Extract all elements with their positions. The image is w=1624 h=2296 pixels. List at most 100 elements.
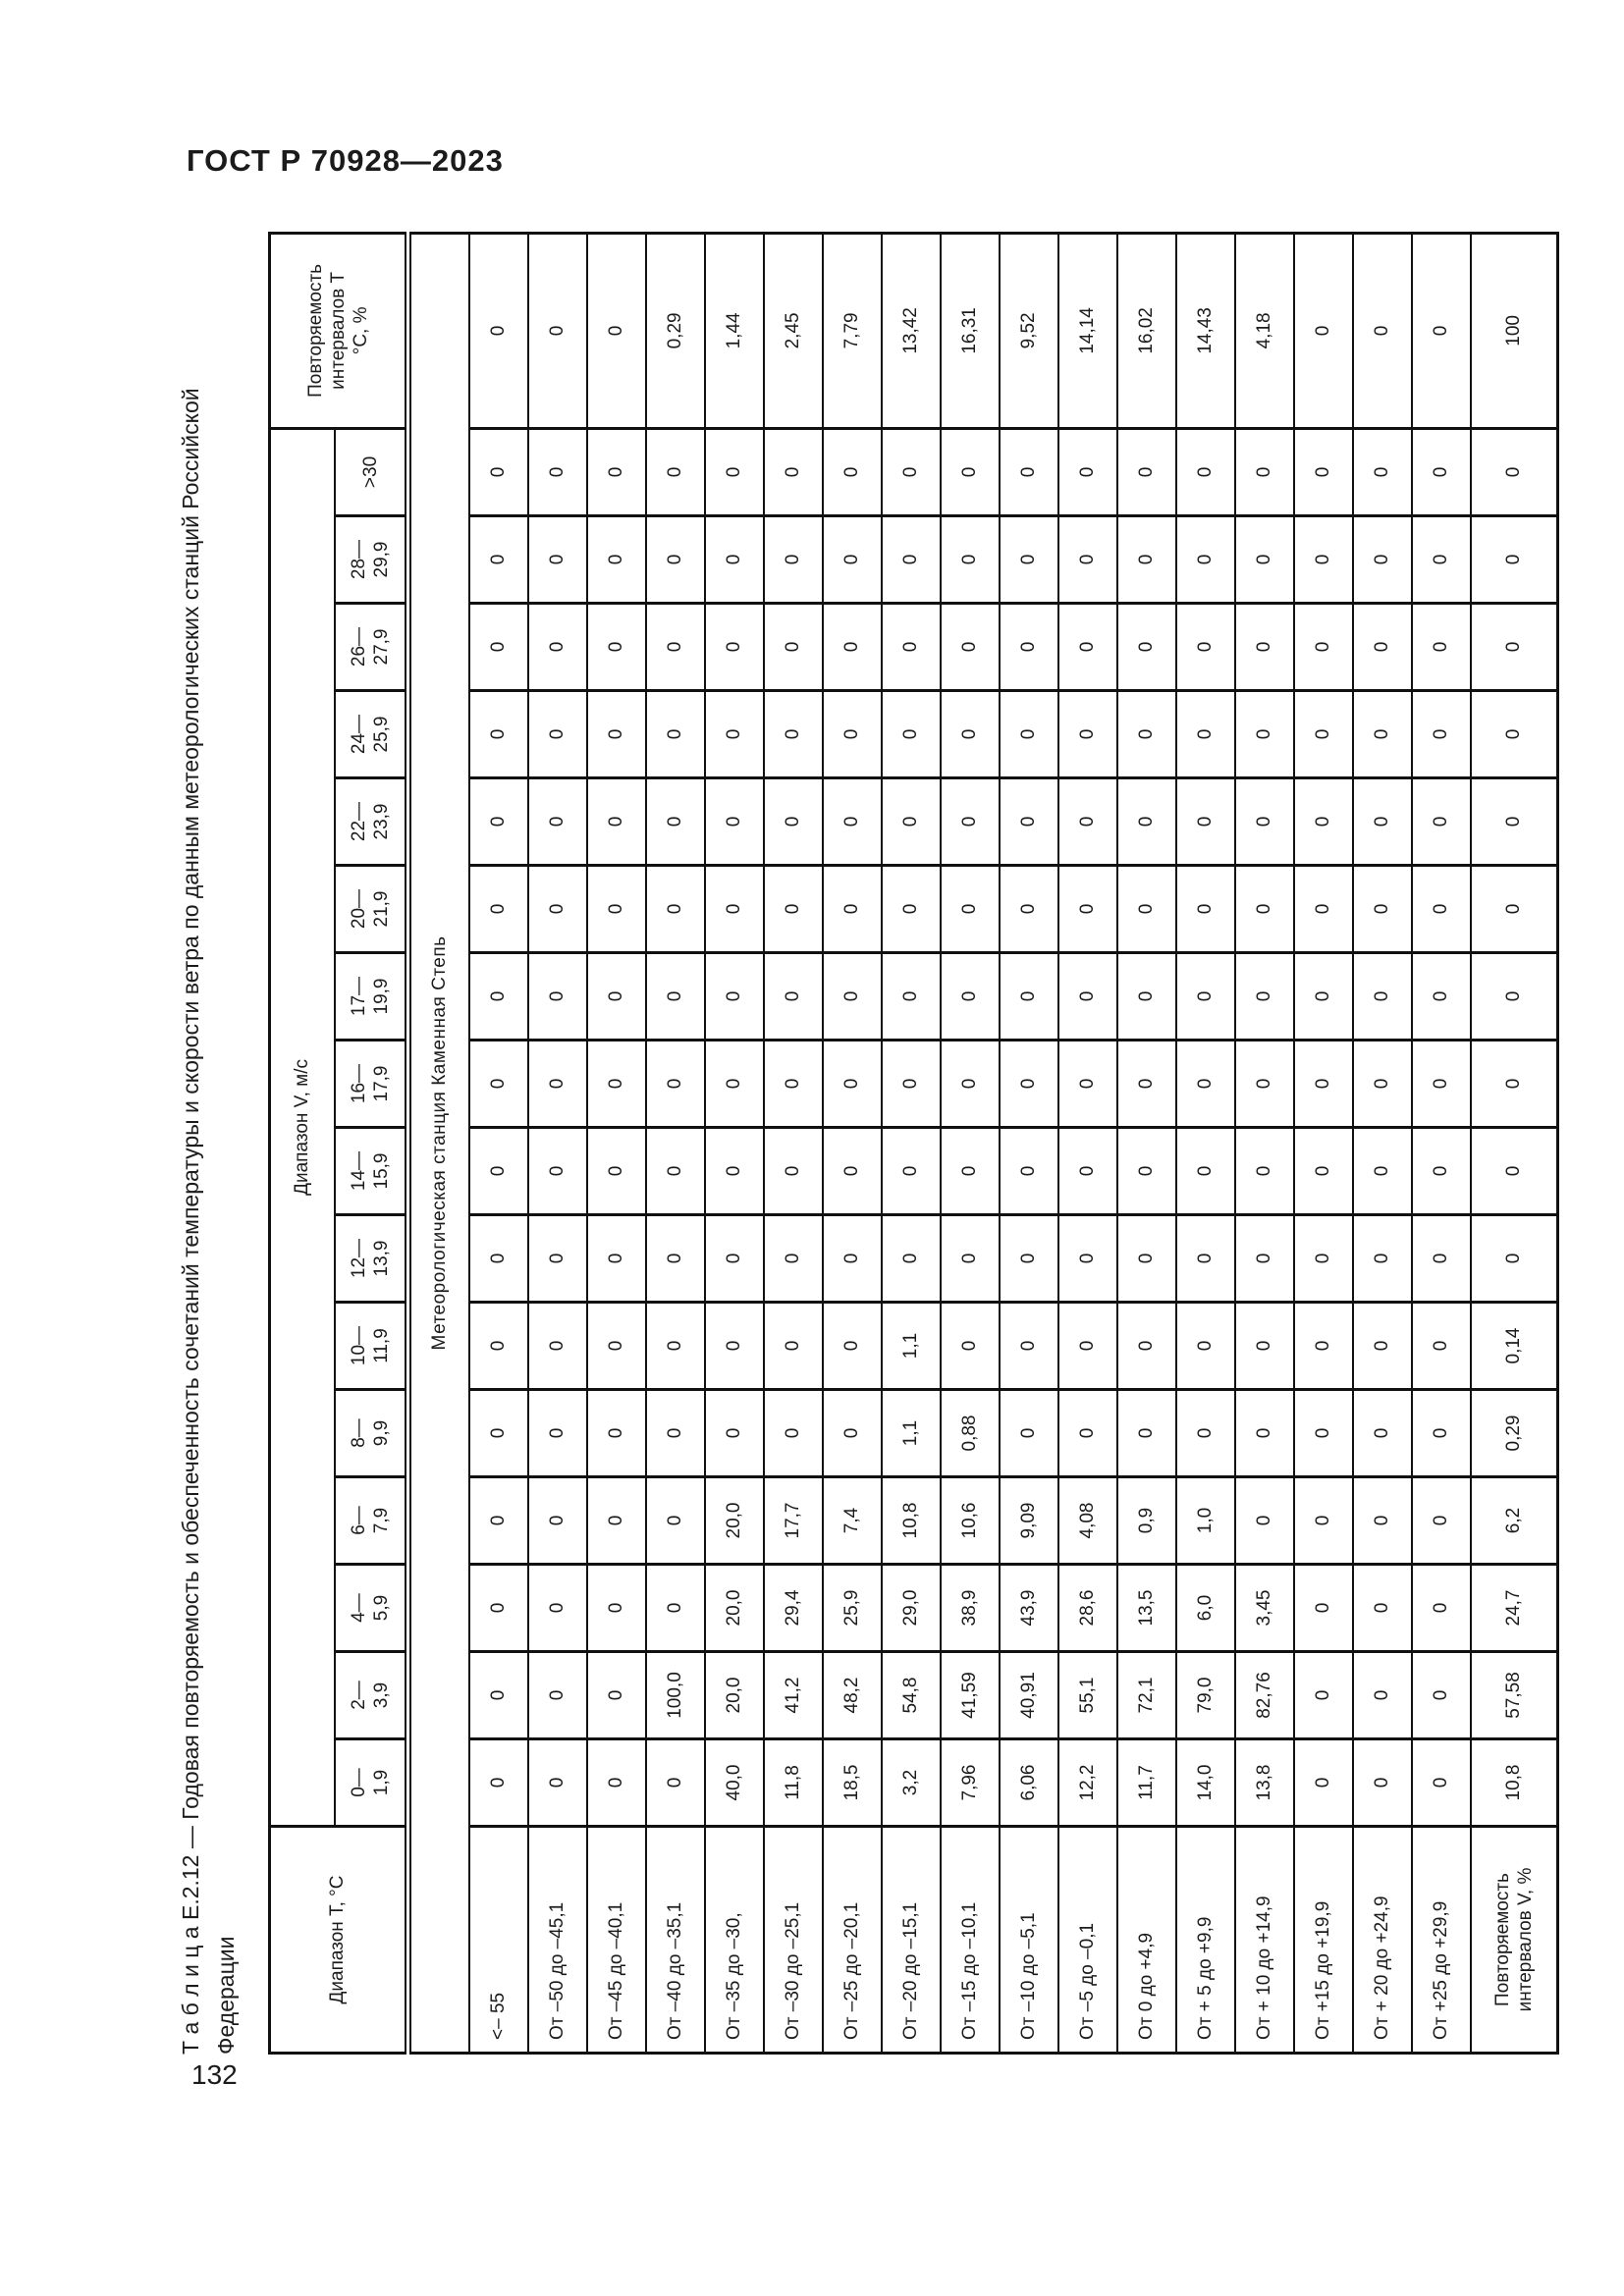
frequency-cell: 0 [1412, 1651, 1471, 1739]
doc-header: ГОСТ Р 70928—2023 [187, 143, 504, 178]
totals-cell: 0 [1471, 865, 1558, 953]
frequency-cell: 29,4 [764, 1564, 823, 1652]
frequency-cell: 0 [469, 428, 528, 516]
frequency-cell: 11,8 [764, 1738, 823, 1827]
frequency-cell: 0 [469, 1389, 528, 1477]
frequency-cell: 0 [764, 1302, 823, 1390]
frequency-cell: 0 [1176, 865, 1235, 953]
temp-range-label: От –50 до –45,1 [528, 1826, 587, 2054]
table-row: От –20 до –15,1 3,2 54,8 29,0 10,8 1,1 1,1 0 0 0 0… [882, 233, 941, 2054]
frequency-cell: 0 [1000, 515, 1058, 604]
frequency-cell: 0 [823, 603, 882, 691]
frequency-cell: 0 [882, 690, 941, 778]
frequency-cell: 0 [1000, 865, 1058, 953]
totals-cell: 6,2 [1471, 1476, 1558, 1565]
table-row: От + 5 до +9,9 14,0 79,0 6,0 1,0 0 0 0 0 0 0 0 0 0 0 0 0… [1176, 233, 1235, 2054]
frequency-cell: 0 [1353, 428, 1412, 516]
frequency-cell: 0 [1412, 1564, 1471, 1652]
frequency-cell: 0 [528, 1389, 587, 1477]
frequency-cell: 0 [705, 1302, 764, 1390]
frequency-cell: 0 [1294, 1651, 1353, 1739]
frequency-cell: 0 [764, 1040, 823, 1128]
frequency-cell: 0 [1000, 777, 1058, 866]
frequency-cell: 0 [823, 428, 882, 516]
wind-range-header: 26— 27,9 [335, 603, 408, 691]
frequency-cell: 0 [1353, 515, 1412, 604]
frequency-cell: 25,9 [823, 1564, 882, 1652]
frequency-cell: 0 [1235, 1389, 1294, 1477]
frequency-cell: 0 [941, 865, 1000, 953]
frequency-cell: 0 [823, 1302, 882, 1390]
frequency-cell: 79,0 [1176, 1651, 1235, 1739]
frequency-cell: 3,2 [882, 1738, 941, 1827]
frequency-cell: 28,6 [1058, 1564, 1117, 1652]
frequency-cell: 0 [1353, 865, 1412, 953]
frequency-cell: 0 [1294, 1738, 1353, 1827]
table-row: От –40 до –35,1 0 100,0 0 0 0 0 0 0 0 0 0 0 0 0 0 0 0,29 [646, 233, 705, 2054]
temp-range-label: От –35 до –30, [705, 1826, 764, 2054]
frequency-cell: 0 [1117, 1214, 1176, 1303]
frequency-cell: 0 [528, 1040, 587, 1128]
frequency-cell: 0 [587, 865, 646, 953]
frequency-cell: 0 [587, 1389, 646, 1477]
frequency-cell: 29,0 [882, 1564, 941, 1652]
frequency-cell: 0 [1412, 1738, 1471, 1827]
frequency-cell: 0 [941, 1127, 1000, 1215]
frequency-cell: 0 [705, 777, 764, 866]
frequency-cell: 0 [528, 515, 587, 604]
frequency-cell: 0 [528, 1302, 587, 1390]
frequency-cell: 0 [469, 952, 528, 1041]
frequency-cell: 0 [1000, 690, 1058, 778]
frequency-cell: 4,08 [1058, 1476, 1117, 1565]
frequency-cell: 82,76 [1235, 1651, 1294, 1739]
frequency-cell: 0 [764, 515, 823, 604]
frequency-cell: 0 [1294, 690, 1353, 778]
frequency-cell: 0 [1000, 1040, 1058, 1128]
frequency-cell: 10,6 [941, 1476, 1000, 1565]
frequency-cell: 0 [882, 952, 941, 1041]
wind-range-header: 0— 1,9 [335, 1738, 408, 1827]
frequency-cell: 0 [1235, 690, 1294, 778]
frequency-cell: 0 [1058, 1389, 1117, 1477]
frequency-cell: 0 [469, 1214, 528, 1303]
frequency-cell: 0 [1117, 952, 1176, 1041]
temp-range-label: От + 5 до +9,9 [1176, 1826, 1235, 2054]
frequency-cell: 0 [1058, 952, 1117, 1041]
frequency-cell: 55,1 [1058, 1651, 1117, 1739]
frequency-cell: 0 [1117, 690, 1176, 778]
frequency-cell: 0 [705, 1389, 764, 1477]
frequency-cell: 0 [882, 777, 941, 866]
frequency-cell: 0 [1412, 1302, 1471, 1390]
frequency-cell: 100,0 [646, 1651, 705, 1739]
frequency-cell: 0 [1412, 428, 1471, 516]
frequency-cell: 0 [1058, 1127, 1117, 1215]
frequency-cell: 0 [1353, 1564, 1412, 1652]
frequency-cell: 0 [882, 1127, 941, 1215]
totals-row-label: Повторяемость интервалов V, % [1471, 1826, 1558, 2054]
frequency-cell: 0 [1058, 777, 1117, 866]
row-total-cell: 0 [1294, 233, 1353, 429]
totals-cell: 0,14 [1471, 1302, 1558, 1390]
frequency-cell: 0 [469, 777, 528, 866]
frequency-cell: 0 [1117, 1389, 1176, 1477]
frequency-cell: 0 [469, 1127, 528, 1215]
wind-range-header: 20— 21,9 [335, 865, 408, 953]
table-row: От +25 до +29,9 0 0 0 0 0 0 0 0 0 0 0 0 0 0 0 0 0 [1412, 233, 1471, 2054]
temp-range-label: От –5 до –0,1 [1058, 1826, 1117, 2054]
frequency-cell: 0 [1412, 1214, 1471, 1303]
frequency-cell: 0 [587, 777, 646, 866]
table-row: От –15 до –10,1 7,96 41,59 38,9 10,6 0,88 0 0 0 0… [941, 233, 1000, 2054]
frequency-cell: 0 [1176, 777, 1235, 866]
frequency-cell: 41,59 [941, 1651, 1000, 1739]
frequency-cell: 0 [1412, 865, 1471, 953]
frequency-cell: 9,09 [1000, 1476, 1058, 1565]
frequency-cell: 0 [469, 1040, 528, 1128]
frequency-cell: 0 [1058, 428, 1117, 516]
frequency-cell: 0 [882, 428, 941, 516]
frequency-cell: 0 [1117, 865, 1176, 953]
frequency-cell: 0 [528, 1214, 587, 1303]
row-total-cell: 0 [469, 233, 528, 429]
frequency-cell: 0 [528, 1651, 587, 1739]
frequency-cell: 0 [1353, 1302, 1412, 1390]
